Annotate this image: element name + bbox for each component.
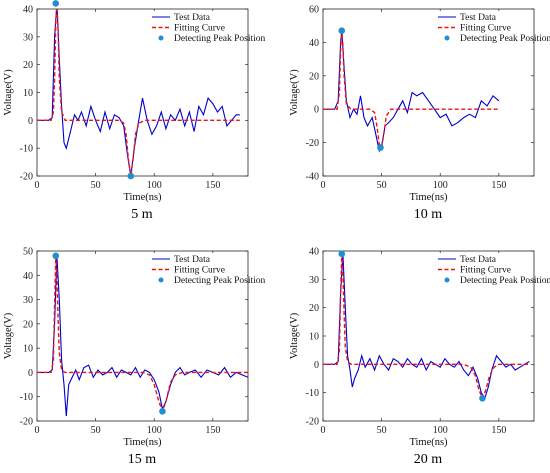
y-tick-label: 40	[309, 38, 319, 49]
x-tick-label: 150	[491, 180, 506, 191]
y-tick-label: -10	[20, 392, 33, 403]
legend-label-fit: Fitting Curve	[460, 266, 511, 276]
y-axis-label: Voltage(V)	[289, 312, 300, 359]
y-tick-label: 0	[28, 368, 33, 379]
series-fitting-curve-line	[37, 9, 240, 176]
y-tick-label: 20	[309, 303, 319, 314]
y-tick-label: 0	[314, 105, 319, 116]
peak-marker	[159, 407, 166, 415]
legend-label-fit: Fitting Curve	[460, 24, 511, 34]
series-fitting-curve-line	[323, 253, 530, 401]
legend-label-fit: Fitting Curve	[174, 266, 225, 276]
peak-marker	[338, 250, 346, 258]
y-tick-label: -40	[306, 172, 319, 183]
y-tick-label: 30	[309, 275, 319, 286]
chart-panel-2: 0 50 100 150 -40 -20 0 20 40 60 Time(ns) Voltage(V)…	[289, 5, 550, 223]
panel-caption: 15 m	[128, 452, 157, 467]
peak-marker	[338, 27, 346, 35]
legend-label-test: Test Data	[460, 13, 497, 23]
y-tick-label: 50	[23, 247, 33, 258]
x-tick-label: 50	[91, 180, 101, 191]
series-group	[37, 255, 248, 417]
x-tick-label: 100	[147, 180, 162, 191]
x-tick-label: 100	[433, 425, 448, 436]
series-group	[323, 253, 530, 401]
y-tick-label: 10	[309, 332, 319, 343]
chart-panel-1: 0 50 100 150 -20 -10 0 10 20 30 40 Time(ns) Voltage(…	[3, 0, 266, 222]
y-tick-label: -20	[20, 417, 33, 428]
legend-label-peak: Detecting Peak Position	[174, 276, 266, 286]
legend-label-test: Test Data	[174, 13, 211, 23]
y-tick-label: 40	[309, 247, 319, 258]
peak-marker	[377, 144, 384, 151]
x-tick-label: 100	[433, 180, 448, 191]
series-group	[37, 9, 240, 176]
legend-label-peak: Detecting Peak Position	[460, 34, 550, 44]
legend-label-fit: Fitting Curve	[174, 24, 225, 34]
legend-swatch-peak	[158, 35, 164, 41]
series-fitting-curve-line	[323, 30, 499, 150]
y-tick-label: 40	[23, 271, 33, 282]
legend-swatch-peak	[158, 277, 164, 283]
y-tick-label: 30	[23, 295, 33, 306]
peak-marker	[479, 395, 486, 402]
y-tick-label: 10	[23, 88, 33, 99]
series-group	[323, 30, 500, 153]
y-axis-label: Voltage(V)	[3, 69, 14, 116]
y-tick-label: 20	[309, 71, 319, 82]
y-tick-label: -10	[20, 144, 33, 155]
panel-caption: 20 m	[414, 452, 443, 467]
x-tick-label: 50	[377, 425, 387, 436]
y-tick-label: 20	[23, 319, 33, 330]
y-tick-label: 10	[23, 344, 33, 355]
x-tick-label: 50	[377, 180, 387, 191]
legend-label-test: Test Data	[460, 255, 497, 265]
y-tick-label: 30	[23, 32, 33, 43]
x-axis-label: Time(ns)	[123, 437, 162, 448]
series-test-data-line	[37, 255, 248, 417]
y-axis-label: Voltage(V)	[3, 312, 14, 359]
panel-caption: 10 m	[414, 207, 443, 222]
x-tick-label: 150	[491, 425, 506, 436]
x-tick-label: 150	[205, 180, 220, 191]
x-tick-label: 0	[35, 180, 40, 191]
chart-panel-4: 0 50 100 150 -20 -10 0 10 20 30 40 Time(ns) Voltage(…	[289, 247, 550, 468]
x-axis-label: Time(ns)	[123, 192, 162, 203]
chart-panel-3: 0 50 100 150 -20 -10 0 10 20 30 40 50 Time(ns) Voltag…	[3, 247, 266, 468]
y-tick-label: 40	[23, 5, 33, 16]
x-axis-label: Time(ns)	[409, 192, 448, 203]
series-test-data-line	[37, 9, 240, 176]
y-tick-label: 0	[314, 360, 319, 371]
x-tick-label: 50	[91, 425, 101, 436]
legend-swatch-peak	[444, 277, 450, 283]
x-tick-label: 0	[321, 180, 326, 191]
series-fitting-curve-line	[37, 255, 248, 414]
y-axis-label: Voltage(V)	[289, 69, 300, 116]
x-tick-label: 0	[321, 425, 326, 436]
x-tick-label: 150	[205, 425, 220, 436]
x-tick-label: 0	[35, 425, 40, 436]
y-tick-label: -20	[20, 172, 33, 183]
legend-label-peak: Detecting Peak Position	[174, 34, 266, 44]
y-tick-label: -10	[306, 388, 319, 399]
y-tick-label: 60	[309, 5, 319, 16]
panel-caption: 5 m	[131, 207, 153, 222]
y-tick-label: 20	[23, 60, 33, 71]
legend-swatch-peak	[444, 35, 450, 41]
y-tick-label: -20	[306, 417, 319, 428]
peak-marker	[127, 172, 135, 180]
peak-marker	[52, 0, 60, 7]
y-tick-label: 0	[28, 116, 33, 127]
x-axis-label: Time(ns)	[409, 437, 448, 448]
legend-label-peak: Detecting Peak Position	[460, 276, 550, 286]
y-tick-label: -20	[306, 138, 319, 149]
x-tick-label: 100	[147, 425, 162, 436]
legend-label-test: Test Data	[174, 255, 211, 265]
peak-marker	[52, 252, 60, 260]
